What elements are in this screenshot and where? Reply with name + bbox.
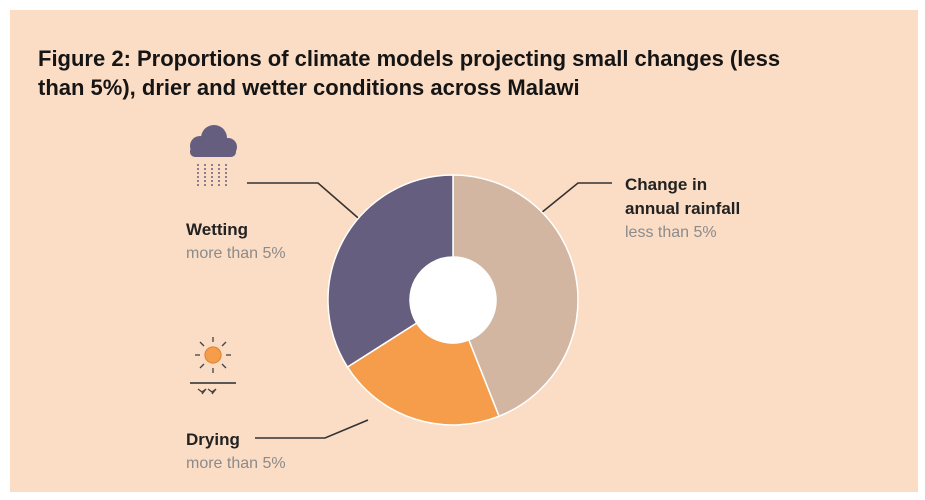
label-group: Drying more than 5% bbox=[186, 428, 326, 476]
leader-lines bbox=[247, 182, 612, 439]
legend-sublabel: more than 5% bbox=[186, 455, 286, 472]
legend-sublabel: less than 5% bbox=[625, 224, 717, 241]
label-group: Change in annual rainfall less than 5% bbox=[625, 173, 765, 245]
rain-icon bbox=[190, 125, 237, 188]
legend-label: Change in annual rainfall bbox=[625, 175, 741, 218]
donut-hole bbox=[410, 257, 496, 343]
chart-title: Figure 2: Proportions of climate models … bbox=[38, 46, 781, 100]
legend-label: Wetting bbox=[186, 220, 249, 239]
sun-icon bbox=[190, 337, 236, 395]
legend-sublabel: more than 5% bbox=[186, 245, 286, 262]
label-group: Wetting more than 5% bbox=[186, 218, 326, 266]
legend-label: Drying bbox=[186, 430, 240, 449]
